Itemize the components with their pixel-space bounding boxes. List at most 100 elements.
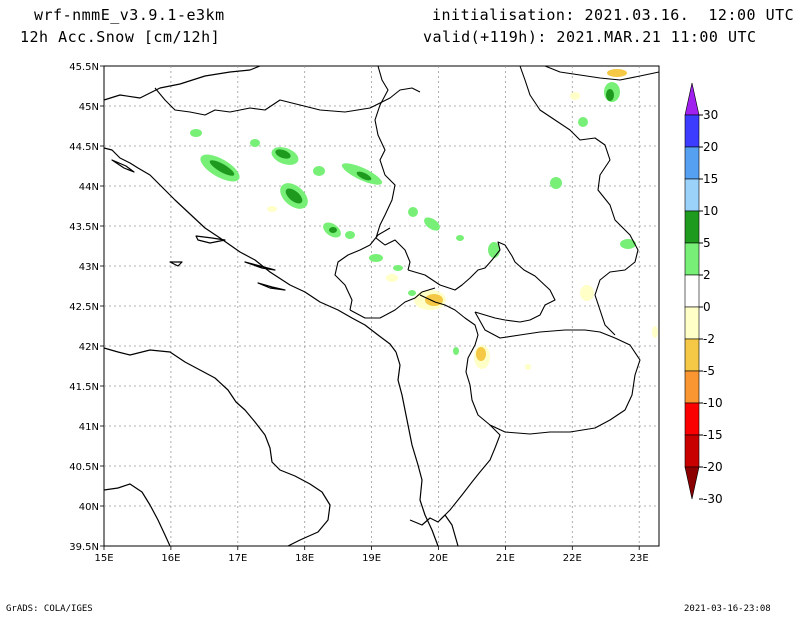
country-borders <box>154 65 660 521</box>
colorbar-segment <box>684 114 700 148</box>
colorbar-label: -2 <box>703 332 715 346</box>
snow-patch <box>607 69 627 77</box>
snow-patch <box>329 227 337 233</box>
snow-patch <box>620 239 636 249</box>
border-romania-north <box>544 65 660 81</box>
colorbar-segment <box>684 82 700 116</box>
colorbar-label: -15 <box>703 428 723 442</box>
model-title: wrf-nmmE_v3.9.1-e3km <box>34 6 225 24</box>
snow-patch <box>369 254 383 262</box>
island <box>244 261 276 271</box>
snow-patch <box>209 160 235 176</box>
colorbar-segment <box>684 210 700 244</box>
colorbar-segment <box>684 338 700 372</box>
snow-patch <box>424 217 440 231</box>
snow-patch <box>356 171 372 181</box>
snow-patch <box>408 207 418 217</box>
border-serbia-romania-bulgaria <box>519 65 639 336</box>
snow-patch <box>425 294 443 306</box>
colorbar-label: 5 <box>703 236 711 250</box>
colorbar-label: 2 <box>703 268 711 282</box>
lon-label: 23E <box>630 553 649 564</box>
snow-patch <box>313 166 325 176</box>
colorbar-segment <box>684 370 700 404</box>
greek-coast <box>409 514 459 547</box>
lon-label: 21E <box>496 553 515 564</box>
lon-label: 19E <box>362 553 381 564</box>
init-time: initialisation: 2021.03.16. 12:00 UTC <box>432 6 795 24</box>
colorbar-label: -30 <box>703 492 723 506</box>
footer-credit: GrADS: COLA/IGES <box>6 604 93 614</box>
colorbar-segment <box>684 434 700 468</box>
snow-patch <box>453 347 459 355</box>
lat-label: 45N <box>79 102 99 113</box>
island <box>111 159 135 173</box>
border-macedonia <box>474 311 641 435</box>
dalmatian-coast <box>103 147 397 353</box>
colorbar-label: -10 <box>703 396 723 410</box>
lat-label: 43.5N <box>69 222 99 233</box>
lon-label: 20E <box>429 553 448 564</box>
snow-patch <box>578 117 588 127</box>
lat-label: 40N <box>79 502 99 513</box>
colorbar-segment <box>684 402 700 436</box>
map-frame <box>103 65 660 547</box>
field-title: 12h Acc.Snow [cm/12h] <box>20 28 221 46</box>
border-albania-east <box>419 294 501 521</box>
lon-label: 16E <box>161 553 180 564</box>
lon-label: 15E <box>94 553 113 564</box>
border-bosnia-montenegro <box>334 227 391 311</box>
colorbar-segment <box>684 178 700 212</box>
snow-patch <box>345 231 355 239</box>
lat-label: 42N <box>79 342 99 353</box>
border-croatia-north <box>154 87 421 116</box>
lat-label: 42.5N <box>69 302 99 313</box>
snow-patch <box>285 188 303 204</box>
valid-time: valid(+119h): 2021.MAR.21 11:00 UTC <box>423 28 757 46</box>
island <box>257 282 286 291</box>
snow-patch <box>250 139 260 147</box>
footer-timestamp: 2021-03-16-23:08 <box>684 604 771 614</box>
lat-label: 44N <box>79 182 99 193</box>
snow-patch <box>190 129 202 137</box>
lat-label: 40.5N <box>69 462 99 473</box>
lat-label: 43N <box>79 262 99 273</box>
snow-dark-green-patches <box>209 89 614 233</box>
border-montenegro-albania <box>349 287 436 319</box>
colorbar-segment <box>684 466 700 500</box>
lon-label: 22E <box>563 553 582 564</box>
snow-patch <box>456 235 464 241</box>
colorbar-segment <box>684 306 700 340</box>
colorbar-label: -20 <box>703 460 723 474</box>
island <box>195 235 226 244</box>
colorbar-label: 10 <box>703 204 718 218</box>
snow-patch <box>606 89 614 101</box>
colorbar-segment <box>684 146 700 180</box>
italian-coast-gulf <box>103 483 171 547</box>
north-coast-line <box>103 65 261 101</box>
lat-label: 45.5N <box>69 62 99 73</box>
snow-yellow-patches <box>425 69 627 361</box>
snow-patch <box>393 265 403 271</box>
snow-patch <box>550 177 562 189</box>
lat-label: 41.5N <box>69 382 99 393</box>
albanian-coast <box>395 351 439 547</box>
snow-patch <box>580 285 594 301</box>
colorbar-label: 20 <box>703 140 718 154</box>
snow-patch <box>386 274 398 282</box>
snow-patch <box>267 206 277 212</box>
snow-patch <box>570 92 580 100</box>
colorbar-label: 0 <box>703 300 711 314</box>
colorbar-label: 30 <box>703 108 718 122</box>
island <box>169 261 183 267</box>
colorbar-segment <box>684 242 700 276</box>
snow-patch <box>275 149 291 159</box>
snow-patch <box>525 364 531 370</box>
coastlines <box>103 65 459 547</box>
colorbar-segment <box>684 274 700 308</box>
lat-label: 41N <box>79 422 99 433</box>
lat-label: 44.5N <box>69 142 99 153</box>
lon-label: 18E <box>295 553 314 564</box>
longitude-labels: 15E 16E 17E 18E 19E 20E 21E 22E 23E <box>94 553 648 564</box>
